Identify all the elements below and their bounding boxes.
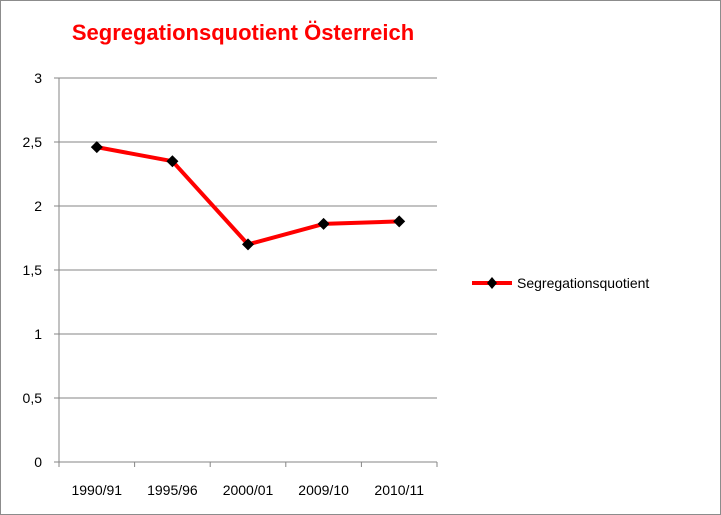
x-tick-label: 2010/11 (374, 482, 424, 498)
y-tick-label: 0 (34, 454, 42, 470)
x-tick-label: 1990/91 (71, 482, 122, 498)
x-tick-labels: 1990/91 1995/96 2000/01 2009/10 2010/11 (71, 482, 424, 498)
y-tick-label: 2 (34, 198, 42, 214)
x-tick-label: 2009/10 (298, 482, 349, 498)
x-tick-label: 2000/01 (223, 482, 274, 498)
y-tick-label: 1 (34, 326, 42, 342)
data-point (317, 217, 330, 230)
series-line (94, 145, 402, 247)
axes (54, 77, 438, 467)
x-tick-label: 1995/96 (147, 482, 198, 498)
y-tick-label: 3 (34, 70, 42, 86)
legend-label: Segregationsquotient (517, 275, 650, 291)
data-point (242, 238, 254, 251)
y-tick-label: 0,5 (23, 390, 43, 406)
series-group (90, 141, 406, 251)
y-tick-label: 1,5 (23, 262, 43, 278)
chart-title: Segregationsquotient Österreich (71, 20, 415, 45)
data-point (166, 155, 179, 168)
data-point (90, 141, 103, 154)
y-tick-label: 2,5 (23, 134, 43, 150)
y-tick-labels: 0 0,5 1 1,5 2 2,5 3 (23, 70, 43, 470)
data-point (393, 215, 406, 228)
gridlines (59, 77, 437, 399)
legend-swatch (472, 277, 512, 289)
legend: Segregationsquotient (470, 273, 649, 293)
